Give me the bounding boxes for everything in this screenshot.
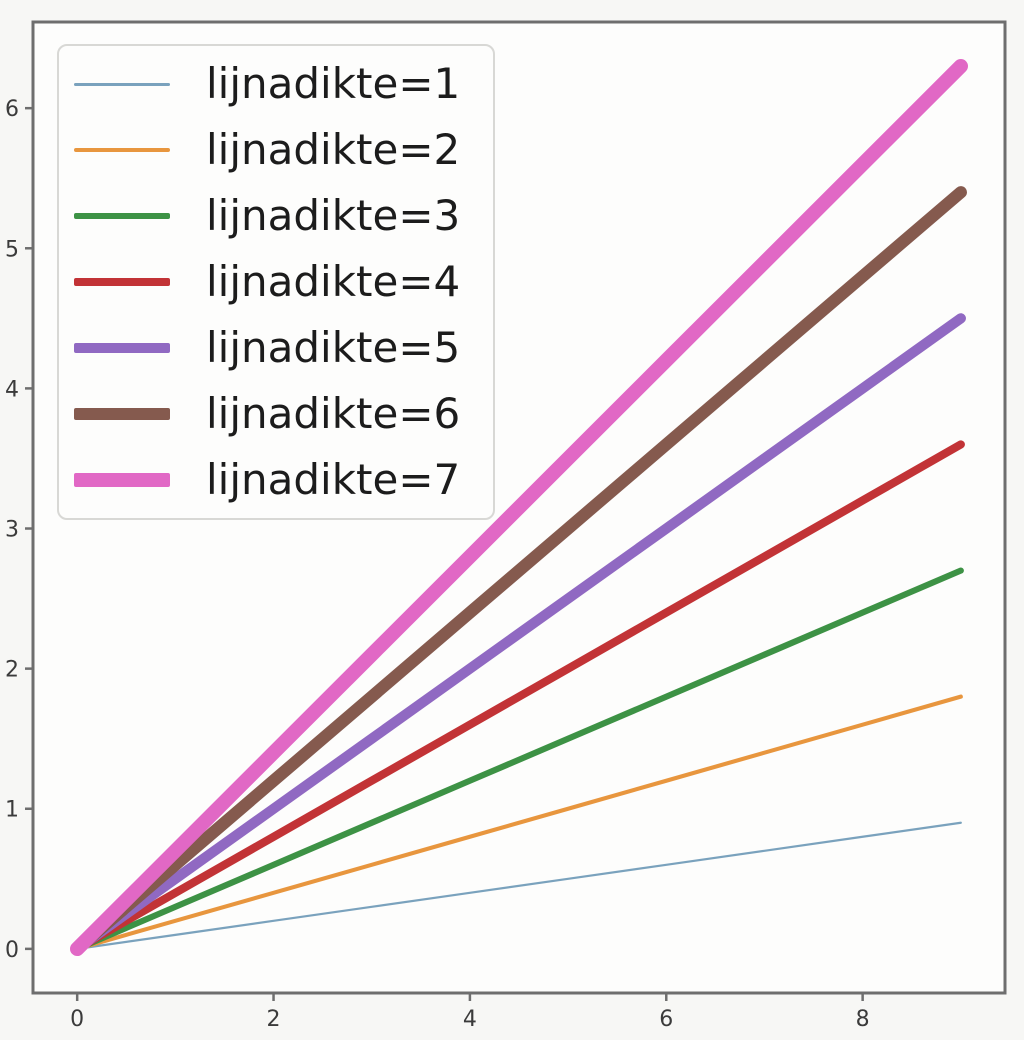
legend-label: lijnadikte=7 bbox=[206, 455, 461, 504]
y-tick-label: 5 bbox=[5, 237, 19, 262]
legend-entry: lijnadikte=2 bbox=[59, 118, 493, 182]
series-line-2 bbox=[75, 694, 963, 951]
x-tick-label: 8 bbox=[856, 1007, 870, 1032]
series-line-1 bbox=[76, 821, 962, 950]
legend-entry: lijnadikte=7 bbox=[59, 448, 493, 512]
legend-line-swatch bbox=[74, 82, 170, 86]
series-line-3 bbox=[74, 567, 964, 952]
legend-line-swatch bbox=[74, 408, 170, 420]
legend-entry: lijnadikte=5 bbox=[59, 316, 493, 380]
series-line-7 bbox=[70, 58, 968, 957]
y-tick-label: 3 bbox=[5, 518, 19, 543]
x-tick-label: 6 bbox=[659, 1007, 673, 1032]
x-tick-label: 2 bbox=[267, 1007, 281, 1032]
legend-label: lijnadikte=1 bbox=[206, 59, 461, 108]
x-tick-label: 0 bbox=[70, 1007, 84, 1032]
legend-label: lijnadikte=4 bbox=[206, 257, 461, 306]
legend-entry: lijnadikte=1 bbox=[59, 52, 493, 116]
series-line-4 bbox=[73, 440, 965, 953]
legend-label: lijnadikte=3 bbox=[206, 191, 461, 240]
legend-line-swatch bbox=[74, 343, 170, 353]
series-line-6 bbox=[71, 186, 967, 956]
y-tick-label: 2 bbox=[5, 658, 19, 683]
legend-label: lijnadikte=6 bbox=[206, 389, 461, 438]
plot-frame bbox=[31, 20, 1007, 995]
y-tick-label: 0 bbox=[5, 938, 19, 963]
y-tick-label: 4 bbox=[5, 377, 19, 402]
legend-line-swatch bbox=[74, 213, 170, 219]
y-tick-label: 1 bbox=[5, 798, 19, 823]
legend-box: lijnadikte=1 lijnadikte=2 lijnadikte=3 l… bbox=[57, 44, 495, 520]
legend-entry: lijnadikte=4 bbox=[59, 250, 493, 314]
legend-label: lijnadikte=5 bbox=[206, 323, 461, 372]
x-tick-label: 4 bbox=[463, 1007, 477, 1032]
series-line-5 bbox=[72, 313, 966, 954]
legend-line-swatch bbox=[74, 473, 170, 487]
legend-entry: lijnadikte=6 bbox=[59, 382, 493, 446]
y-tick-label: 6 bbox=[5, 97, 19, 122]
legend-line-swatch bbox=[74, 278, 170, 286]
legend-label: lijnadikte=2 bbox=[206, 125, 461, 174]
legend-entry: lijnadikte=3 bbox=[59, 184, 493, 248]
legend-line-swatch bbox=[74, 148, 170, 152]
